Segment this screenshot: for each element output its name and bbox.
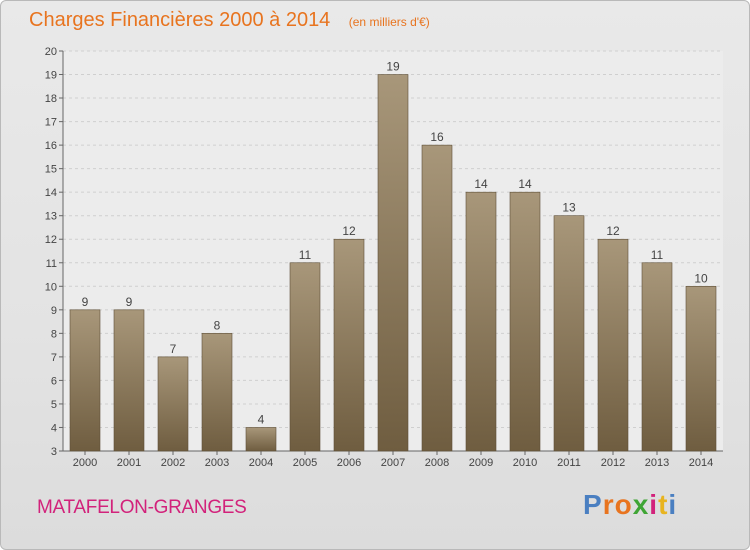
x-tick-label: 2010: [513, 457, 537, 469]
data-label: 4: [258, 412, 265, 426]
brand-letter: r: [602, 489, 615, 520]
brand-letter: P: [583, 489, 603, 520]
brand-letter: o: [614, 489, 633, 520]
chart-title-row: Charges Financières 2000 à 2014 (en mill…: [29, 9, 430, 32]
y-tick-label: 7: [51, 352, 57, 364]
brand-letter: t: [658, 489, 669, 520]
x-tick-label: 2006: [337, 457, 361, 469]
y-tick-label: 10: [45, 281, 57, 293]
y-tick-label: 3: [51, 446, 57, 458]
data-label: 10: [694, 271, 708, 285]
x-tick-label: 2000: [73, 457, 97, 469]
data-label: 8: [214, 318, 221, 332]
y-tick-label: 18: [45, 93, 57, 105]
x-tick-label: 2005: [293, 457, 317, 469]
y-tick-label: 13: [45, 211, 57, 223]
data-label: 13: [562, 201, 576, 215]
bar: [509, 191, 541, 452]
chart-unit: (en milliers d'€): [348, 15, 430, 29]
data-label: 12: [342, 224, 356, 238]
bar: [289, 262, 321, 452]
x-tick-label: 2002: [161, 457, 185, 469]
x-tick-label: 2014: [689, 457, 713, 469]
x-tick-label: 2004: [249, 457, 273, 469]
brand-letter: i: [668, 489, 678, 520]
bar: [377, 74, 409, 452]
bar: [157, 356, 189, 452]
commune-name: MATAFELON-GRANGES: [37, 497, 247, 518]
bar: [597, 238, 629, 452]
data-label: 14: [518, 177, 532, 191]
y-tick-label: 4: [51, 422, 57, 434]
data-label: 9: [82, 295, 89, 309]
x-tick-label: 2003: [205, 457, 229, 469]
y-tick-label: 16: [45, 140, 57, 152]
data-label: 11: [651, 248, 664, 262]
y-tick-label: 14: [45, 187, 57, 199]
x-tick-label: 2007: [381, 457, 405, 469]
axes: 3 4 5 6 7 8 9 10 11 12 13 14 15 16 17 18 19 20 2000 2001 200…: [45, 46, 723, 469]
y-tick-label: 20: [45, 46, 57, 58]
chart-title: Charges Financières 2000 à 2014: [29, 9, 331, 31]
bar: [421, 144, 453, 452]
data-label: 14: [474, 177, 488, 191]
y-tick-label: 12: [45, 234, 57, 246]
data-label: 12: [606, 224, 620, 238]
bar: [333, 238, 365, 452]
data-label: 19: [386, 60, 400, 74]
data-label: 7: [170, 342, 177, 356]
x-tick-label: 2013: [645, 457, 669, 469]
x-tick-label: 2011: [557, 457, 581, 469]
brand-letter: i: [649, 489, 659, 520]
y-tick-label: 17: [45, 117, 57, 129]
brand-logo: Proxiti: [583, 489, 677, 521]
y-tick-label: 8: [51, 328, 57, 340]
bar: [553, 215, 585, 452]
x-tick-label: 2008: [425, 457, 449, 469]
bar: [201, 333, 233, 452]
y-tick-label: 11: [46, 258, 57, 270]
data-label: 9: [126, 295, 133, 309]
x-tick-label: 2009: [469, 457, 493, 469]
x-tick-label: 2001: [117, 457, 141, 469]
y-tick-label: 5: [51, 399, 57, 411]
brand-letter: x: [632, 489, 650, 520]
bars: [69, 74, 717, 452]
bar: [685, 285, 717, 452]
bar: [113, 309, 145, 452]
y-tick-label: 6: [51, 375, 57, 387]
bar: [641, 262, 673, 452]
bar: [465, 191, 497, 452]
y-tick-label: 9: [51, 305, 57, 317]
bar: [69, 309, 101, 452]
data-label: 11: [299, 248, 312, 262]
x-tick-label: 2012: [601, 457, 625, 469]
data-labels: 9 9 7 8 4 11 12 19 16 14 14 13 12 11 10: [82, 60, 708, 427]
y-tick-label: 19: [45, 70, 57, 82]
y-tick-label: 15: [45, 164, 57, 176]
bar: [245, 427, 277, 452]
data-label: 16: [430, 130, 444, 144]
